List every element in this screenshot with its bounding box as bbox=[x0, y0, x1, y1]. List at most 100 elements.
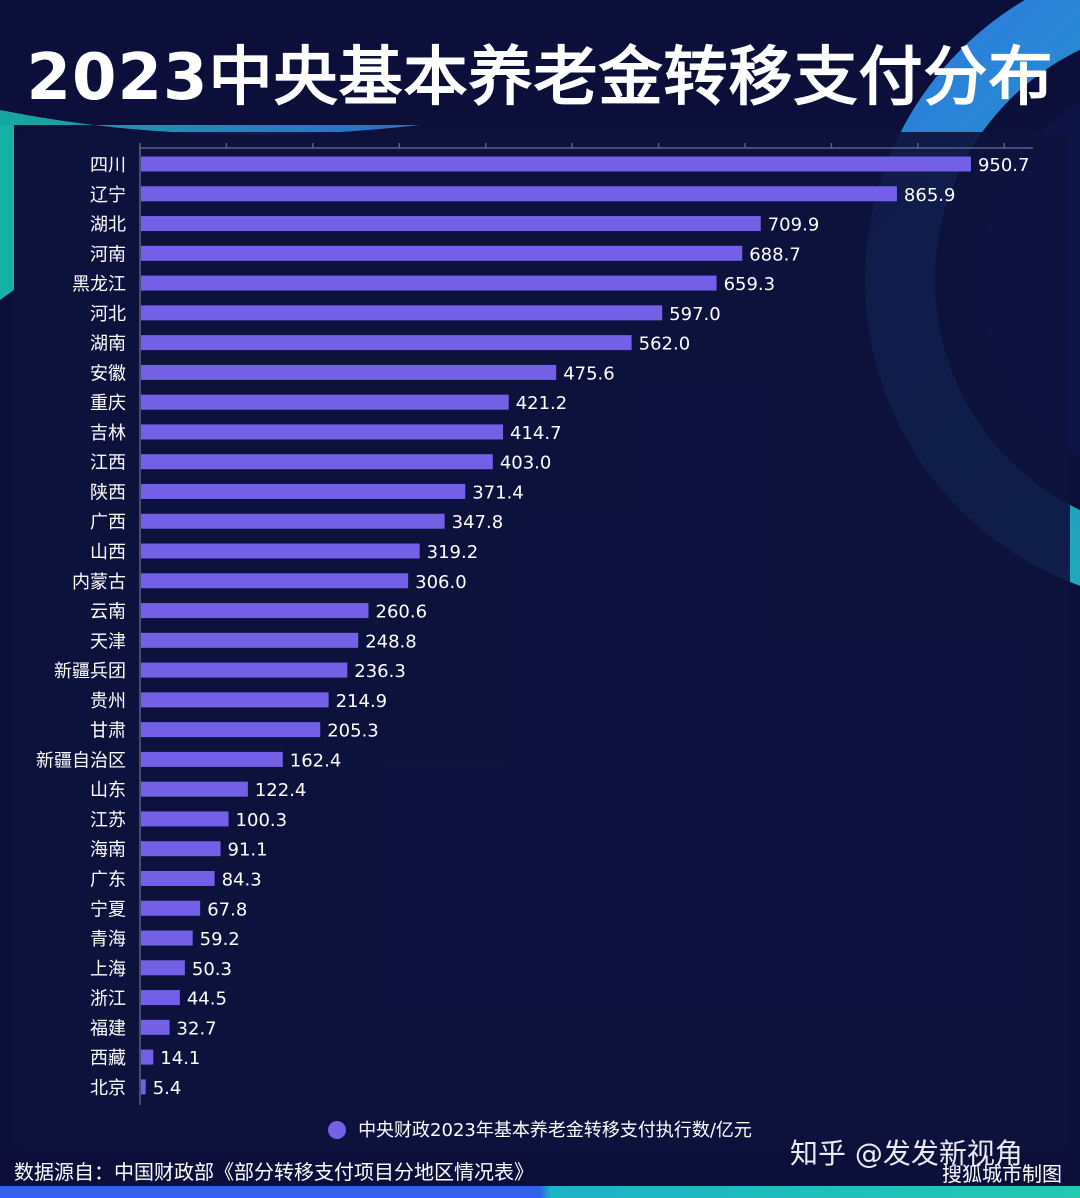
data-label: 32.7 bbox=[177, 1018, 217, 1039]
category-label: 湖南 bbox=[90, 334, 126, 355]
category-label: 江苏 bbox=[90, 810, 126, 831]
category-label: 河南 bbox=[90, 244, 126, 265]
bar bbox=[141, 1019, 170, 1035]
data-label: 475.6 bbox=[563, 363, 615, 384]
data-label: 950.7 bbox=[978, 155, 1030, 176]
category-label: 陕西 bbox=[90, 482, 126, 503]
bar bbox=[141, 275, 717, 291]
data-label: 67.8 bbox=[207, 899, 247, 920]
bar bbox=[141, 156, 971, 172]
bar bbox=[141, 930, 193, 946]
category-label: 辽宁 bbox=[90, 185, 126, 206]
data-label: 347.8 bbox=[452, 512, 504, 533]
bar bbox=[141, 1049, 154, 1065]
data-label: 236.3 bbox=[354, 661, 406, 682]
category-label: 山西 bbox=[90, 542, 126, 563]
bar bbox=[141, 216, 761, 232]
category-label: 广东 bbox=[90, 869, 126, 890]
bar bbox=[141, 632, 359, 648]
bar bbox=[141, 513, 445, 529]
category-label: 新疆自治区 bbox=[36, 750, 126, 771]
category-label: 内蒙古 bbox=[72, 572, 126, 593]
data-label: 371.4 bbox=[472, 482, 524, 503]
data-label: 50.3 bbox=[192, 959, 232, 980]
category-label: 甘肃 bbox=[90, 721, 126, 742]
bar bbox=[141, 960, 185, 976]
data-label: 84.3 bbox=[222, 869, 262, 890]
category-label: 西藏 bbox=[90, 1048, 126, 1069]
bottom-accent-bar bbox=[0, 1186, 1080, 1198]
bar bbox=[141, 692, 329, 708]
category-label: 安徽 bbox=[90, 363, 126, 384]
top-left-accent-shape bbox=[0, 110, 420, 135]
data-source-note: 数据源自：中国财政部《部分转移支付项目分地区情况表》 bbox=[14, 1160, 534, 1184]
data-label: 319.2 bbox=[427, 542, 479, 563]
category-label: 浙江 bbox=[90, 989, 126, 1010]
data-label: 421.2 bbox=[516, 393, 568, 414]
bar bbox=[141, 394, 509, 410]
bar bbox=[141, 424, 504, 440]
data-label: 688.7 bbox=[749, 244, 801, 265]
category-label: 云南 bbox=[90, 602, 126, 623]
data-label: 865.9 bbox=[904, 185, 956, 206]
chart-credit: 搜狐城市制图 bbox=[942, 1162, 1062, 1186]
category-label: 贵州 bbox=[90, 691, 126, 712]
watermark: 知乎 @发发新视角 bbox=[790, 1137, 1023, 1170]
category-label: 重庆 bbox=[90, 393, 126, 414]
bar bbox=[141, 186, 897, 202]
bar bbox=[141, 662, 348, 678]
data-label: 59.2 bbox=[200, 929, 240, 950]
category-label: 福建 bbox=[90, 1018, 126, 1039]
bar bbox=[141, 722, 321, 738]
category-label: 广西 bbox=[90, 512, 126, 533]
bar bbox=[141, 1079, 146, 1095]
data-label: 597.0 bbox=[669, 304, 721, 325]
chart-legend: 中央财政2023年基本养老金转移支付执行数/亿元 bbox=[0, 1116, 1080, 1142]
data-label: 306.0 bbox=[415, 572, 467, 593]
legend-label: 中央财政2023年基本养老金转移支付执行数/亿元 bbox=[358, 1120, 752, 1141]
category-label: 新疆兵团 bbox=[54, 661, 126, 682]
bar bbox=[141, 305, 663, 321]
bar bbox=[141, 841, 221, 857]
category-label: 吉林 bbox=[90, 423, 126, 444]
data-label: 248.8 bbox=[365, 631, 417, 652]
legend-marker-icon bbox=[328, 1121, 347, 1139]
bar bbox=[141, 245, 743, 261]
category-label: 上海 bbox=[90, 959, 126, 980]
bar bbox=[141, 811, 229, 827]
bar bbox=[141, 870, 215, 886]
data-label: 214.9 bbox=[336, 691, 388, 712]
bar bbox=[141, 603, 369, 619]
chart-title: 2023中央基本养老金转移支付分布 bbox=[26, 41, 1054, 115]
category-label: 黑龙江 bbox=[72, 274, 126, 295]
data-label: 659.3 bbox=[724, 274, 776, 295]
bar bbox=[141, 900, 201, 916]
data-label: 260.6 bbox=[376, 602, 428, 623]
bar bbox=[141, 573, 409, 589]
category-label: 宁夏 bbox=[90, 899, 126, 920]
bar bbox=[141, 543, 420, 559]
bar bbox=[141, 990, 180, 1006]
bar bbox=[141, 781, 248, 797]
bar bbox=[141, 483, 466, 499]
data-label: 91.1 bbox=[228, 840, 268, 861]
bar bbox=[141, 364, 557, 380]
data-label: 414.7 bbox=[510, 423, 562, 444]
category-label: 湖北 bbox=[90, 215, 126, 236]
data-label: 44.5 bbox=[187, 989, 227, 1010]
category-label: 河北 bbox=[90, 304, 126, 325]
category-label: 海南 bbox=[90, 840, 126, 861]
category-label: 江西 bbox=[90, 453, 126, 474]
data-label: 100.3 bbox=[236, 810, 288, 831]
bar bbox=[141, 454, 493, 470]
category-label: 四川 bbox=[90, 155, 126, 176]
category-label: 天津 bbox=[90, 631, 126, 652]
data-label: 562.0 bbox=[639, 334, 691, 355]
data-label: 403.0 bbox=[500, 453, 552, 474]
category-label: 北京 bbox=[90, 1078, 126, 1099]
bar bbox=[141, 751, 283, 767]
left-edge-accent bbox=[0, 125, 14, 300]
data-label: 14.1 bbox=[160, 1048, 200, 1069]
data-label: 162.4 bbox=[290, 750, 342, 771]
